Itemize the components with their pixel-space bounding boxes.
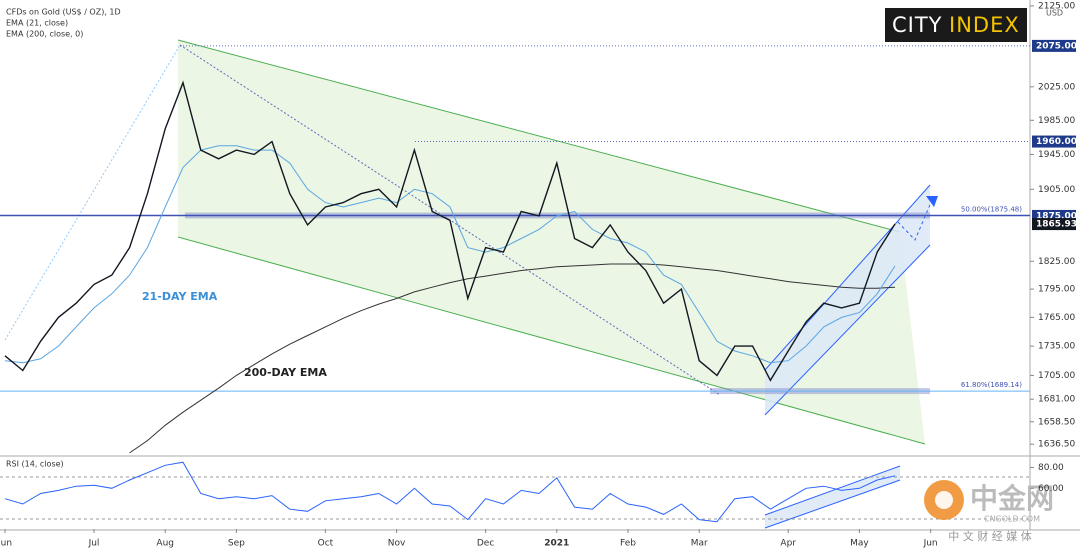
channel-line bbox=[177, 236, 926, 445]
x-tick-label: Apr bbox=[780, 539, 796, 549]
down-channel bbox=[178, 40, 925, 444]
projection-arrow bbox=[897, 199, 933, 241]
legend-entry: EMA (200, close, 0) bbox=[6, 30, 83, 39]
annotation: 200-DAY EMA bbox=[244, 366, 327, 379]
watermark: CNGOLD.COM bbox=[984, 515, 1040, 524]
y-tick-label: 1905.00 bbox=[1038, 185, 1075, 195]
watermark: 中 文 财 经 媒 体 bbox=[948, 529, 1031, 543]
y-tick-label: 1658.50 bbox=[1038, 417, 1075, 427]
y-tick-label: 2025.00 bbox=[1038, 82, 1075, 92]
fib-trend bbox=[4, 44, 181, 341]
price-tag bbox=[1032, 135, 1076, 148]
channel-line bbox=[177, 39, 901, 233]
ema-line bbox=[129, 263, 896, 454]
watermark: 中金网 bbox=[970, 482, 1054, 515]
price-tag-label: 1875.00 bbox=[1036, 211, 1077, 221]
fib-label: 50.00%(1875.48) bbox=[961, 206, 1022, 214]
y-tick-label: 1795.00 bbox=[1038, 285, 1075, 295]
y-tick-label: 1985.00 bbox=[1038, 116, 1075, 126]
x-tick-label: Mar bbox=[691, 539, 708, 549]
price-tag-label: 1960.00 bbox=[1036, 137, 1077, 147]
price-tag-label: 1865.93 bbox=[1036, 220, 1077, 230]
x-tick-label: Jun bbox=[923, 539, 938, 549]
x-tick-label: Feb bbox=[620, 539, 636, 549]
channel-line bbox=[764, 465, 901, 516]
x-tick-label: Nov bbox=[388, 539, 406, 549]
x-tick-label: Sep bbox=[228, 539, 245, 549]
up-channel bbox=[765, 185, 930, 415]
y-tick-label: 1765.00 bbox=[1038, 313, 1075, 323]
x-tick-label: May bbox=[850, 539, 869, 549]
x-tick-label: Jul bbox=[88, 539, 100, 549]
channel-line bbox=[764, 244, 931, 416]
rsi-channel bbox=[765, 466, 900, 528]
currency: USD bbox=[1046, 9, 1063, 18]
annotation: 21-DAY EMA bbox=[142, 290, 218, 303]
y-tick-label: 60.00 bbox=[1038, 484, 1064, 494]
y-tick-label: 2125.00 bbox=[1038, 1, 1075, 11]
ema-line bbox=[4, 145, 896, 364]
price-tag-label: 2075.00 bbox=[1036, 41, 1077, 51]
watermark-logo bbox=[935, 491, 953, 509]
chart-title: CFDs on Gold (US$ / OZ), 1D bbox=[6, 8, 121, 17]
x-tick-label: Oct bbox=[318, 539, 334, 549]
logo-text: INDEX bbox=[949, 13, 1020, 37]
rsi-title: RSI (14, close) bbox=[6, 460, 64, 469]
y-tick-label: 1825.00 bbox=[1038, 257, 1075, 267]
legend-entry: EMA (21, close) bbox=[6, 19, 68, 28]
x-tick-label: Aug bbox=[156, 539, 174, 549]
channel-line bbox=[764, 479, 901, 529]
y-tick-label: 1735.00 bbox=[1038, 342, 1075, 352]
y-tick-label: 1681.00 bbox=[1038, 395, 1075, 405]
x-tick-label: 2021 bbox=[544, 539, 569, 549]
y-tick-label: 1945.00 bbox=[1038, 150, 1075, 160]
logo-text: CITY bbox=[892, 13, 943, 37]
y-tick-label: 1705.00 bbox=[1038, 371, 1075, 381]
fib-label: 61.80%(1689.14) bbox=[961, 381, 1022, 389]
arrow-head bbox=[926, 196, 938, 207]
price-tag bbox=[1032, 39, 1076, 52]
logo-box bbox=[885, 8, 1027, 42]
price-line bbox=[4, 80, 896, 382]
x-tick-label: Dec bbox=[477, 539, 494, 549]
y-tick-label: 1636.50 bbox=[1038, 440, 1075, 450]
x-tick-label: Jun bbox=[0, 539, 12, 549]
rsi-line bbox=[4, 461, 896, 523]
y-tick-label: 80.00 bbox=[1038, 463, 1064, 473]
price-tag bbox=[1032, 218, 1076, 231]
